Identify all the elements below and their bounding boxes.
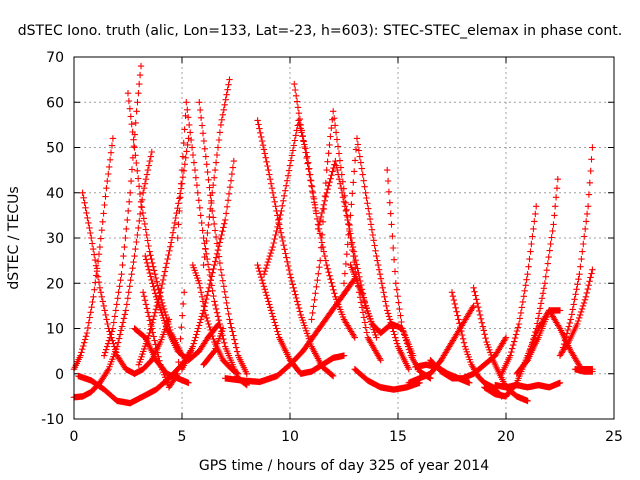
x-axis-label: GPS time / hours of day 325 of year 2014 bbox=[199, 458, 489, 474]
marker-points bbox=[196, 99, 250, 377]
y-axis-label: dSTEC / TECUs bbox=[6, 186, 22, 289]
series-pass-11 bbox=[174, 99, 250, 389]
marker-points bbox=[492, 379, 564, 391]
y-tick-label: 40 bbox=[46, 186, 64, 202]
series-pass-14 bbox=[178, 157, 237, 373]
series-pass-19 bbox=[254, 261, 348, 377]
marker-points bbox=[571, 366, 596, 375]
marker-points bbox=[101, 62, 145, 359]
series-pass-13 bbox=[196, 99, 250, 377]
marker-points bbox=[200, 325, 227, 368]
series-pass-25 bbox=[347, 261, 417, 359]
marker-points bbox=[340, 135, 412, 373]
series-pass-24 bbox=[340, 135, 412, 373]
marker-points bbox=[384, 166, 434, 382]
x-tick-label: 15 bbox=[389, 429, 407, 445]
series-pass-34 bbox=[492, 379, 564, 391]
marker-points bbox=[254, 117, 337, 380]
data-marks bbox=[70, 62, 596, 407]
marker-points bbox=[291, 80, 358, 341]
series-pass-17 bbox=[254, 117, 337, 380]
series-pass-15 bbox=[200, 76, 233, 269]
plot-frame bbox=[73, 56, 615, 420]
y-tick-label: 10 bbox=[46, 322, 64, 338]
marker-points bbox=[174, 99, 250, 389]
y-tick-label: 70 bbox=[46, 50, 64, 66]
gridlines bbox=[74, 57, 614, 419]
x-tick-label: 5 bbox=[178, 429, 187, 445]
marker-points bbox=[70, 135, 117, 373]
series-pass-05 bbox=[101, 62, 145, 359]
y-tick-label: 0 bbox=[55, 367, 64, 383]
marker-points bbox=[139, 289, 188, 391]
marker-points bbox=[498, 203, 540, 377]
series-pass-02 bbox=[70, 135, 117, 373]
series-pass-16 bbox=[200, 325, 227, 368]
chart-title: dSTEC Iono. truth (alic, Lon=133, Lat=-2… bbox=[18, 23, 622, 39]
y-tick-label: 30 bbox=[46, 231, 64, 247]
y-tick-label: 20 bbox=[46, 276, 64, 292]
series-pass-04 bbox=[75, 347, 194, 407]
series-pass-26 bbox=[351, 366, 423, 393]
marker-points bbox=[524, 176, 561, 364]
series-pass-37 bbox=[524, 176, 561, 364]
x-tick-label: 0 bbox=[70, 429, 79, 445]
series-pass-01 bbox=[70, 148, 155, 401]
series-pass-12 bbox=[189, 261, 242, 377]
series-pass-27 bbox=[384, 166, 434, 382]
y-tick-label: -10 bbox=[41, 412, 64, 428]
marker-points bbox=[347, 261, 417, 359]
marker-points bbox=[189, 261, 242, 377]
marker-points bbox=[200, 76, 233, 269]
marker-points bbox=[351, 366, 423, 393]
x-tick-label: 20 bbox=[497, 429, 515, 445]
x-tick-label: 10 bbox=[281, 429, 299, 445]
marker-points bbox=[222, 275, 358, 386]
series-pass-39 bbox=[559, 144, 596, 355]
y-tick-label: 50 bbox=[46, 141, 64, 157]
series-pass-40 bbox=[571, 366, 596, 375]
marker-points bbox=[75, 347, 194, 407]
series-pass-21 bbox=[291, 80, 358, 341]
y-tick-label: 60 bbox=[46, 95, 64, 111]
series-pass-35 bbox=[498, 203, 540, 377]
axis-ticks: 0 5 10 15 20 25 -10 0 10 20 30 40 50 60 70 bbox=[41, 50, 623, 445]
marker-points bbox=[70, 148, 155, 401]
marker-points bbox=[254, 261, 348, 377]
marker-points bbox=[559, 144, 596, 355]
series-pass-18 bbox=[222, 275, 358, 386]
x-tick-label: 25 bbox=[605, 429, 623, 445]
marker-points bbox=[178, 157, 237, 373]
series-pass-10 bbox=[139, 289, 188, 391]
